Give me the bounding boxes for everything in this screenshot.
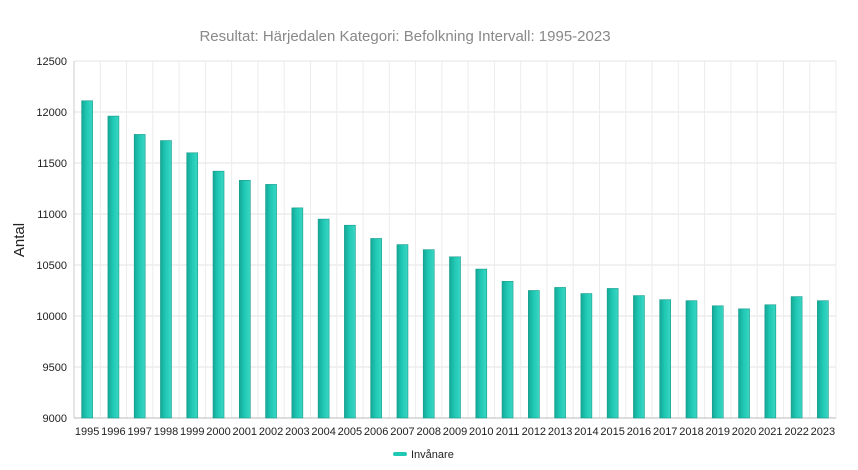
bar[interactable] [501, 281, 514, 419]
bar[interactable] [212, 170, 225, 419]
y-tick-label: 9000 [43, 413, 67, 425]
x-tick-label: 2013 [548, 426, 572, 438]
x-tick-label: 2019 [706, 426, 730, 438]
y-tick-label: 12000 [36, 107, 67, 119]
bar[interactable] [554, 287, 566, 419]
bar[interactable] [317, 218, 330, 419]
bar[interactable] [133, 134, 146, 419]
bar[interactable] [344, 224, 356, 419]
bar[interactable] [186, 152, 199, 419]
chart-title: Resultat: Härjedalen Kategori: Befolknin… [199, 28, 610, 45]
x-tick-label: 2012 [522, 426, 546, 438]
y-tick-label: 10000 [36, 311, 67, 323]
x-tick-label: 2023 [811, 426, 835, 438]
x-tick-label: 2008 [416, 426, 440, 438]
bar[interactable] [160, 140, 172, 419]
x-axis-ticks: 1995 1996 1997 1998 1999 2000 2001 2002 2003 2004… [75, 426, 835, 438]
x-tick-label: 2017 [653, 426, 677, 438]
x-tick-label: 2010 [469, 426, 493, 438]
bar[interactable] [711, 305, 724, 419]
x-tick-label: 1996 [101, 426, 125, 438]
y-axis-label: Antal [11, 223, 28, 257]
y-tick-label: 12500 [36, 56, 67, 68]
x-tick-label: 2005 [338, 426, 362, 438]
bar[interactable] [475, 268, 488, 419]
legend-label: Invånare [411, 449, 454, 461]
bar[interactable] [291, 207, 304, 419]
x-tick-label: 2011 [496, 426, 520, 438]
x-tick-label: 2007 [390, 426, 414, 438]
bar[interactable] [659, 299, 672, 419]
bar[interactable] [449, 256, 461, 419]
x-tick-label: 1998 [154, 426, 178, 438]
x-tick-label: 2016 [627, 426, 651, 438]
x-tick-label: 2021 [758, 426, 782, 438]
x-tick-label: 2009 [443, 426, 467, 438]
bar[interactable] [738, 308, 750, 419]
legend-swatch [393, 452, 407, 456]
y-axis-ticks: 9000 9500 10000 10500 11000 11500 12000 12500 [36, 56, 67, 425]
bar[interactable] [238, 180, 251, 419]
x-tick-label: 2014 [574, 426, 598, 438]
x-tick-label: 1999 [180, 426, 204, 438]
x-tick-label: 2020 [732, 426, 756, 438]
bars [81, 100, 829, 419]
x-tick-label: 2022 [784, 426, 808, 438]
bar[interactable] [107, 115, 120, 419]
bar[interactable] [81, 100, 93, 419]
bar[interactable] [606, 288, 619, 419]
bar[interactable] [817, 300, 829, 419]
bar[interactable] [528, 290, 540, 419]
y-tick-label: 9500 [43, 362, 67, 374]
bar[interactable] [370, 238, 382, 419]
bar[interactable] [422, 249, 435, 419]
x-tick-label: 2006 [364, 426, 388, 438]
x-tick-label: 2015 [600, 426, 624, 438]
bar[interactable] [580, 293, 593, 419]
x-tick-label: 2000 [206, 426, 230, 438]
y-tick-label: 11000 [37, 209, 67, 221]
x-tick-label: 2002 [259, 426, 283, 438]
x-tick-label: 2003 [285, 426, 309, 438]
x-tick-label: 2004 [311, 426, 335, 438]
grid-lines [73, 60, 837, 419]
bar[interactable] [396, 244, 409, 419]
y-tick-label: 11500 [37, 158, 67, 170]
bar[interactable] [790, 296, 803, 419]
bar[interactable] [685, 300, 698, 419]
legend[interactable]: Invånare [393, 449, 454, 461]
x-tick-label: 2018 [679, 426, 703, 438]
bar[interactable] [764, 304, 777, 419]
x-tick-label: 1995 [75, 426, 99, 438]
y-tick-label: 10500 [36, 260, 67, 272]
x-tick-label: 1997 [127, 426, 151, 438]
bar[interactable] [633, 295, 645, 419]
x-tick-label: 2001 [233, 426, 257, 438]
bar[interactable] [265, 184, 277, 419]
